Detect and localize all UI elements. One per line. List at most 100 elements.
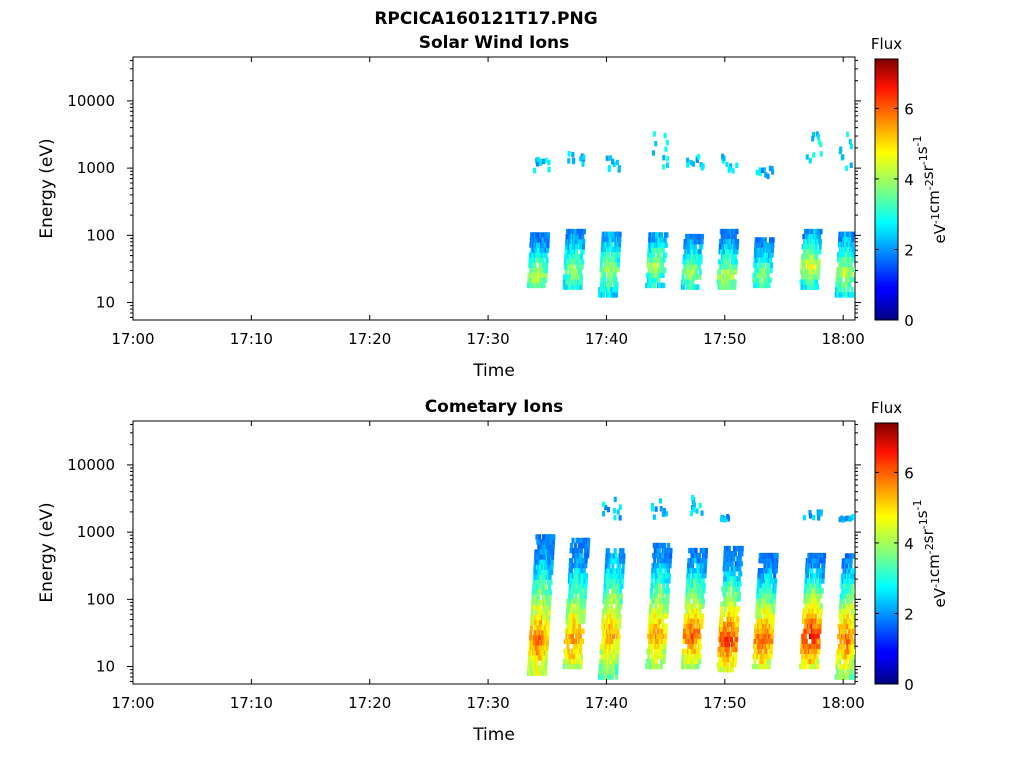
- heatmap-cell: [733, 284, 737, 290]
- heatmap-cell: [819, 141, 823, 148]
- heatmap-cell: [581, 249, 585, 255]
- heatmap-cell: [582, 618, 586, 624]
- heatmap-cell: [758, 167, 762, 173]
- heatmap-cell: [735, 631, 739, 637]
- heatmap-cell: [765, 257, 769, 263]
- colorbar-2: Flux 0 2 4 6 eV-1cm-2sr-1s-1: [871, 399, 949, 694]
- heatmap-cell: [844, 516, 848, 522]
- heatmap-cell: [654, 593, 658, 599]
- heatmap-cell: [815, 583, 819, 589]
- heatmap-cell: [757, 643, 761, 650]
- heatmap-cell: [821, 573, 825, 579]
- panel-2: Cometary Ions 17:00 17:10 17:20 17:30 17:40 17…: [37, 397, 865, 745]
- heatmap-cell: [817, 648, 821, 655]
- heatmap-cell: [698, 633, 702, 639]
- heatmap-cell: [842, 251, 846, 258]
- heatmap-cell: [654, 573, 658, 579]
- heatmap-cell: [619, 593, 623, 599]
- heatmap-cell: [817, 643, 821, 650]
- heatmap-cell: [607, 292, 611, 298]
- heatmap-cell: [657, 247, 661, 253]
- heatmap-cell: [618, 515, 622, 521]
- heatmap-cell: [842, 654, 846, 660]
- heatmap-cell: [822, 563, 826, 569]
- heatmap-cell: [542, 282, 546, 289]
- heatmap-cell: [544, 660, 548, 666]
- heatmap-cell: [565, 264, 569, 270]
- heatmap-cell: [656, 633, 660, 639]
- heatmap-cell: [661, 558, 665, 564]
- heatmap-cell: [808, 653, 812, 660]
- heatmap-cell: [851, 578, 855, 584]
- x-tick-label: 17:30: [466, 330, 509, 348]
- heatmap-cell: [542, 158, 546, 165]
- heatmap-cell: [839, 664, 843, 670]
- heatmap-cell: [819, 593, 823, 599]
- heatmap-cell: [771, 169, 775, 175]
- heatmap-cell: [846, 654, 850, 660]
- heatmap-cell: [571, 638, 575, 644]
- heatmap-cell: [851, 251, 855, 258]
- colorbar-tick-label: 4: [904, 535, 914, 553]
- heatmap-cell: [734, 591, 738, 597]
- heatmap-cell: [842, 287, 846, 293]
- heatmap-cell: [544, 655, 548, 661]
- heatmap-cell: [729, 284, 733, 290]
- heatmap-cell: [542, 549, 546, 555]
- heatmap-cell: [723, 591, 727, 597]
- heatmap-cell: [848, 139, 852, 145]
- heatmap-cell: [847, 618, 851, 625]
- heatmap-cell: [584, 583, 588, 589]
- heatmap-cell: [572, 643, 576, 650]
- heatmap-cell: [727, 545, 731, 552]
- heatmap-cell: [659, 506, 663, 512]
- heatmap-cell: [539, 554, 543, 560]
- heatmap-cell: [661, 272, 665, 278]
- heatmap-cell: [576, 537, 580, 544]
- heatmap-cell: [568, 274, 572, 280]
- heatmap-cell: [806, 603, 810, 609]
- heatmap-cell: [600, 287, 604, 293]
- heatmap-cell: [535, 660, 539, 666]
- heatmap-cell: [549, 579, 553, 585]
- heatmap-cell: [693, 663, 697, 670]
- heatmap-cell: [581, 161, 585, 167]
- heatmap-cell: [607, 241, 611, 248]
- heatmap-cell: [604, 504, 608, 511]
- x-tick-label: 17:10: [230, 330, 273, 348]
- heatmap-cell: [842, 517, 846, 523]
- heatmap-cell: [689, 284, 693, 290]
- heatmap-cell: [808, 510, 812, 516]
- heatmap-cell: [654, 506, 658, 512]
- heatmap-cell: [815, 653, 819, 660]
- heatmap-cell: [845, 583, 849, 589]
- heatmap-cell: [537, 544, 541, 550]
- heatmap-cell: [615, 659, 619, 665]
- heatmap-cell: [612, 508, 616, 514]
- heatmap-cell: [849, 563, 853, 569]
- heatmap-cell: [662, 155, 666, 161]
- heatmap-cell: [718, 646, 722, 653]
- heatmap-cell: [725, 581, 729, 587]
- heatmap-cell: [617, 256, 621, 263]
- heatmap-cell: [531, 614, 535, 621]
- heatmap-cell: [539, 277, 543, 283]
- y-tick-label: 10: [96, 658, 115, 676]
- heatmap-cell: [659, 603, 663, 609]
- x-tick-label: 17:00: [111, 694, 154, 712]
- heatmap-cell: [804, 284, 808, 290]
- heatmap-cell: [581, 563, 585, 569]
- heatmap-cell: [540, 665, 544, 671]
- heatmap-cell: [807, 593, 811, 599]
- heatmap-cell: [735, 545, 739, 552]
- heatmap-cell: [579, 663, 583, 670]
- heatmap-cell: [551, 554, 555, 560]
- heatmap-cell: [543, 242, 547, 248]
- colorbar-tick-label: 2: [904, 605, 914, 623]
- heatmap-cell: [583, 603, 587, 609]
- heatmap-cell: [726, 264, 730, 270]
- heatmap-cell: [735, 626, 739, 632]
- heatmap-cell: [846, 613, 850, 620]
- heatmap-cell: [660, 633, 664, 639]
- heatmap-cell: [584, 542, 588, 549]
